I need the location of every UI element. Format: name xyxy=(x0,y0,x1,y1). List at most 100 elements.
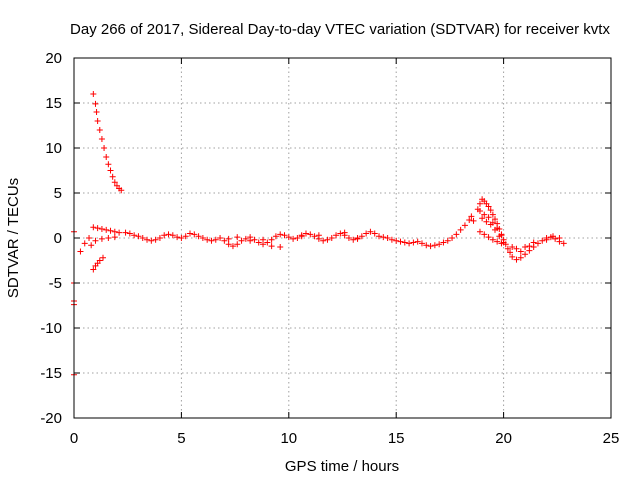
data-point xyxy=(350,236,357,243)
data-point xyxy=(380,234,387,241)
data-point xyxy=(504,245,511,252)
data-point xyxy=(487,221,494,228)
data-point xyxy=(507,249,514,256)
data-point xyxy=(418,240,425,247)
data-point xyxy=(268,243,275,250)
data-point xyxy=(457,226,464,233)
y-tick-label: 10 xyxy=(45,140,62,157)
data-point xyxy=(485,214,492,221)
data-point xyxy=(354,235,361,241)
data-point xyxy=(466,217,473,223)
data-point xyxy=(498,240,505,247)
data-point xyxy=(320,237,327,244)
data-point xyxy=(81,240,88,247)
data-point xyxy=(414,238,421,245)
data-point xyxy=(479,215,486,222)
data-point xyxy=(333,232,340,239)
data-point xyxy=(509,253,516,260)
x-axis-label: GPS time / hours xyxy=(285,458,399,475)
data-point xyxy=(436,241,443,248)
data-point xyxy=(103,154,110,160)
data-point xyxy=(550,233,557,240)
data-point xyxy=(107,167,114,174)
data-point xyxy=(152,236,159,243)
data-point xyxy=(487,207,494,214)
data-point xyxy=(341,229,348,236)
data-point xyxy=(556,235,563,241)
data-point xyxy=(494,238,501,245)
data-point xyxy=(406,240,413,247)
data-point xyxy=(255,239,262,246)
data-point xyxy=(517,248,524,255)
data-point xyxy=(560,240,567,247)
data-point xyxy=(397,238,404,245)
data-point xyxy=(509,244,516,250)
data-point xyxy=(135,233,142,240)
data-point xyxy=(481,231,488,238)
data-point xyxy=(242,235,249,242)
plot-frame xyxy=(73,57,612,419)
data-point xyxy=(186,230,193,237)
y-tick-label: 0 xyxy=(54,230,62,247)
data-point xyxy=(371,230,378,237)
y-tick-label: 15 xyxy=(45,95,62,112)
data-point xyxy=(165,231,172,238)
y-tick-label: -10 xyxy=(40,320,62,337)
data-point xyxy=(489,211,496,218)
data-point xyxy=(489,236,496,243)
data-point xyxy=(522,251,529,258)
data-point xyxy=(101,145,108,151)
data-point xyxy=(174,234,181,241)
data-point xyxy=(285,234,292,241)
data-point xyxy=(191,231,198,238)
data-point xyxy=(534,240,541,247)
data-point xyxy=(98,235,105,242)
data-point xyxy=(139,235,146,241)
data-point xyxy=(225,235,232,242)
data-point xyxy=(122,229,129,236)
tick-layer: 0 5 10 15 20 25 -20 -15 -10 -5 0 5 10 15 20 xyxy=(40,50,619,447)
data-points-layer xyxy=(71,91,567,378)
data-point xyxy=(539,237,546,244)
data-point xyxy=(116,229,123,236)
data-point xyxy=(148,237,155,244)
data-point xyxy=(251,236,258,243)
data-point xyxy=(496,233,503,240)
x-tick-label: 20 xyxy=(495,430,512,447)
y-axis-label: SDTVAR / TECUs xyxy=(5,178,22,298)
data-point xyxy=(92,237,99,244)
data-point xyxy=(217,235,224,241)
data-point xyxy=(221,237,228,244)
y-tick-label: -15 xyxy=(40,365,62,382)
data-point xyxy=(77,248,84,255)
data-point xyxy=(476,200,483,207)
data-point xyxy=(144,236,151,243)
data-point xyxy=(481,211,488,218)
x-tick-label: 5 xyxy=(177,430,185,447)
data-point xyxy=(94,225,101,232)
data-point xyxy=(105,161,112,168)
data-point xyxy=(277,231,284,238)
data-point xyxy=(94,118,101,124)
grid-layer xyxy=(74,58,611,418)
data-point xyxy=(468,213,475,220)
data-point xyxy=(156,235,163,241)
data-point xyxy=(302,230,309,237)
data-point xyxy=(182,233,189,240)
data-point xyxy=(345,235,352,241)
data-point xyxy=(238,237,245,244)
data-point xyxy=(126,230,133,237)
data-point xyxy=(492,216,499,223)
data-point xyxy=(444,237,451,244)
data-point xyxy=(298,233,305,240)
data-point xyxy=(247,237,254,244)
data-point xyxy=(103,226,110,233)
data-point xyxy=(131,232,138,239)
data-point xyxy=(328,235,335,241)
data-point xyxy=(178,235,185,241)
data-point xyxy=(98,226,105,232)
data-point xyxy=(90,91,97,97)
x-tick-label: 10 xyxy=(280,430,297,447)
data-point xyxy=(96,127,103,133)
y-tick-label: 5 xyxy=(54,185,62,202)
